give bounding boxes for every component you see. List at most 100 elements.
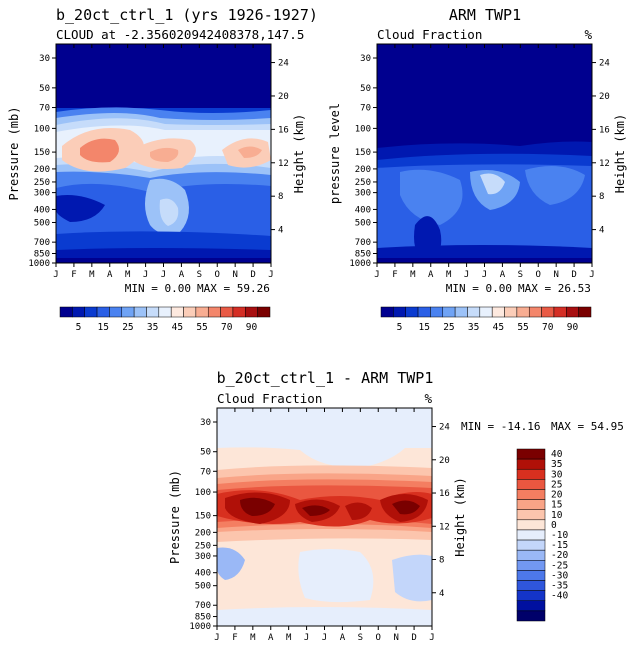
- y-tick-label: 700: [355, 238, 371, 248]
- colorbar-swatch: [516, 479, 546, 490]
- panel-diff: b_20ct_ctrl_1 - ARM TWP1 Cloud Fraction …: [217, 369, 434, 626]
- y-tick-label: 500: [34, 218, 50, 228]
- y-tick-label: 70: [200, 467, 211, 477]
- colorbar-swatch: [72, 306, 85, 318]
- y-tick-label: 300: [195, 552, 211, 562]
- x-tick-label: J: [374, 270, 379, 280]
- y2-tick-label: 12: [599, 159, 610, 169]
- colorbar-swatch: [133, 306, 147, 318]
- y2-tick-label: 8: [439, 556, 444, 566]
- x-tick-label: D: [250, 270, 255, 280]
- y-tick-label: 150: [195, 512, 211, 522]
- x-tick-label: A: [268, 633, 274, 643]
- y2-tick-label: 8: [278, 192, 283, 202]
- panel-diff-unit: %: [424, 391, 432, 406]
- y2-tick-label: 16: [439, 489, 450, 499]
- panel-model-subtitle: CLOUD at -2.356020942408378,147.5: [56, 27, 304, 42]
- y2-axis-label: Height (km): [613, 114, 627, 193]
- colorbar-swatch: [516, 549, 546, 561]
- colorbar-label: 45: [172, 322, 183, 333]
- colorbar-label: 10: [551, 510, 563, 521]
- y-tick-label: 300: [34, 189, 50, 199]
- x-tick-label: O: [215, 270, 220, 280]
- min-label: MIN = 0.00: [125, 282, 191, 295]
- y-tick-label: 700: [195, 601, 211, 611]
- colorbar-swatch: [516, 499, 546, 510]
- colorbar-swatch: [195, 306, 209, 318]
- x-tick-label: M: [250, 633, 256, 643]
- y-axis-label: pressure level: [328, 103, 342, 204]
- panel-obs-title: ARM TWP1: [449, 6, 521, 24]
- colorbar-swatch: [553, 306, 567, 318]
- colorbar-label: 70: [542, 322, 554, 333]
- colorbar-swatch: [96, 306, 110, 318]
- y-tick-label: 1000: [189, 622, 211, 632]
- x-tick-label: F: [232, 633, 237, 643]
- colorbar-swatch: [454, 306, 468, 318]
- y-tick-label: 500: [355, 218, 371, 228]
- x-tick-label: J: [589, 270, 594, 280]
- colorbar-label: 45: [493, 322, 504, 333]
- y-tick-label: 400: [355, 205, 371, 215]
- colorbar-label: -30: [551, 570, 568, 581]
- y2-axis-label: Height (km): [453, 477, 467, 556]
- colorbar-swatch: [578, 306, 592, 318]
- x-tick-label: J: [143, 270, 148, 280]
- x-tick-label: J: [214, 633, 219, 643]
- x-tick-label: N: [393, 633, 398, 643]
- colorbar-label: 90: [567, 322, 579, 333]
- y2-tick-label: 20: [439, 456, 450, 466]
- colorbar-swatch: [170, 306, 184, 318]
- colorbar-swatch: [516, 468, 546, 480]
- y-tick-label: 200: [34, 165, 50, 175]
- colorbar-swatch: [516, 306, 530, 318]
- y-tick-label: 30: [360, 54, 371, 64]
- y-tick-label: 70: [360, 104, 371, 114]
- colorbar-label: 55: [517, 322, 528, 333]
- panel-model-field: [56, 44, 271, 263]
- x-tick-label: J: [304, 633, 309, 643]
- x-tick-label: M: [125, 270, 131, 280]
- y-tick-label: 30: [39, 54, 50, 64]
- panel-obs: ARM TWP1 Cloud Fraction %: [377, 6, 592, 263]
- colorbar-swatch: [84, 306, 98, 318]
- x-tick-label: M: [446, 270, 452, 280]
- x-tick-label: F: [392, 270, 397, 280]
- panel-obs-subtitle: Cloud Fraction: [377, 27, 482, 42]
- colorbar-label: 25: [443, 322, 454, 333]
- y-tick-label: 1000: [349, 259, 371, 269]
- colorbar-swatch: [504, 306, 518, 318]
- panel-model-title: b_20ct_ctrl_1 (yrs 1926-1927): [56, 6, 318, 24]
- colorbar-swatch: [257, 306, 271, 318]
- x-tick-label: J: [482, 270, 487, 280]
- x-tick-label: S: [358, 633, 363, 643]
- colorbar-swatch: [405, 306, 419, 318]
- colorbar-label: 40: [551, 449, 563, 460]
- y-tick-label: 150: [355, 148, 371, 158]
- x-tick-label: A: [500, 270, 506, 280]
- panel-diff-title: b_20ct_ctrl_1 - ARM TWP1: [217, 369, 434, 387]
- x-tick-label: A: [428, 270, 434, 280]
- colorbar-label: -25: [551, 560, 568, 571]
- x-tick-label: J: [464, 270, 469, 280]
- x-tick-label: A: [179, 270, 185, 280]
- x-tick-label: D: [571, 270, 576, 280]
- y-tick-label: 70: [39, 104, 50, 114]
- colorbar-label: 55: [196, 322, 207, 333]
- y-tick-label: 100: [355, 124, 371, 134]
- colorbar-swatch: [158, 306, 172, 318]
- colorbar-swatch: [516, 529, 546, 541]
- colorbar-label: 30: [551, 469, 563, 480]
- x-tick-label: M: [410, 270, 416, 280]
- x-tick-label: S: [518, 270, 523, 280]
- x-tick-label: O: [376, 633, 381, 643]
- y2-tick-label: 12: [278, 159, 289, 169]
- colorbar-label: 15: [98, 322, 109, 333]
- x-tick-label: J: [161, 270, 166, 280]
- colorbar-swatch: [380, 306, 394, 318]
- colorbar-swatch: [491, 306, 505, 318]
- y-tick-label: 100: [195, 488, 211, 498]
- colorbar-label: 35: [468, 322, 479, 333]
- y2-tick-label: 20: [278, 92, 289, 102]
- y2-tick-label: 16: [599, 125, 610, 135]
